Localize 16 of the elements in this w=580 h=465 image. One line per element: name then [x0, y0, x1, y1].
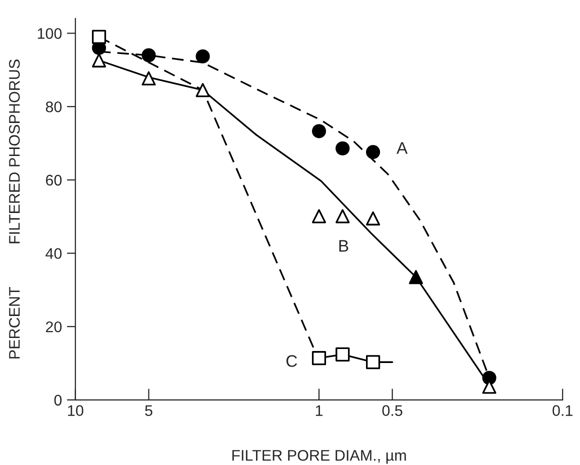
y-tick-label: 100	[38, 28, 62, 39]
x-tick-label: 10	[68, 405, 84, 416]
y-tick-label: 60	[46, 174, 62, 186]
y-tick-label: 0	[54, 394, 62, 406]
series-label: A	[396, 142, 408, 154]
y-axis-title: PERCENT FILTERED PHOSPHORUS	[8, 60, 20, 358]
x-tick-label: 0.5	[382, 405, 402, 416]
y-tick-label: 80	[46, 101, 62, 112]
x-tick-label: 1	[316, 405, 323, 416]
y-tick-label: 20	[46, 321, 62, 332]
x-tick-label: 5	[145, 405, 152, 416]
x-tick-label: 0.1	[552, 405, 572, 416]
y-tick-label: 40	[46, 248, 62, 259]
series-label: C	[286, 355, 297, 367]
x-axis-title: FILTER PORE DIAM., µm	[232, 450, 406, 464]
series-label: B	[339, 240, 348, 252]
